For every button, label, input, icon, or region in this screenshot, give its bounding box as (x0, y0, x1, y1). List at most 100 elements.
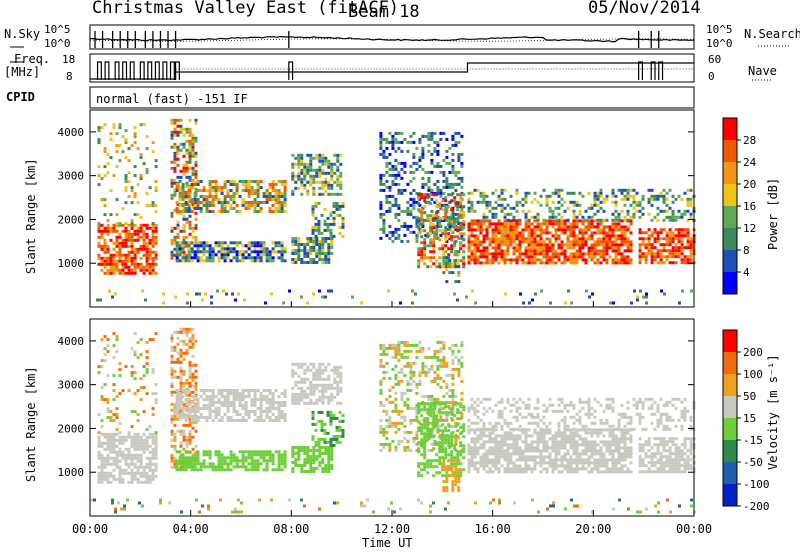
cell (432, 411, 436, 415)
cell (154, 453, 158, 457)
cell (503, 231, 507, 235)
cell (259, 404, 263, 407)
cell (148, 271, 152, 275)
cell (259, 247, 263, 251)
cell (391, 182, 395, 186)
cell (409, 212, 413, 216)
cell (447, 405, 451, 409)
cell (190, 459, 194, 463)
cell (596, 258, 600, 262)
cell (196, 241, 200, 245)
cell (479, 228, 483, 232)
cell (460, 215, 464, 219)
cell (178, 401, 182, 404)
cell (318, 452, 322, 455)
cell (202, 253, 206, 257)
cell (151, 259, 155, 263)
cell (256, 241, 260, 245)
cell (545, 194, 549, 198)
cell (184, 407, 188, 410)
cell (188, 381, 192, 385)
cell (106, 350, 110, 354)
cell (593, 194, 597, 198)
cell (170, 211, 174, 215)
cell (650, 218, 654, 222)
cell (394, 176, 398, 180)
cell (324, 383, 328, 387)
beam-label: Beam 18 (348, 2, 420, 22)
cell (256, 189, 260, 192)
cell (136, 389, 140, 393)
cell (205, 404, 209, 407)
cell (473, 234, 477, 238)
cell (297, 365, 301, 369)
cell (427, 397, 431, 401)
cell (656, 255, 660, 259)
cell (173, 330, 177, 334)
cell (536, 222, 540, 226)
cell (406, 406, 410, 410)
cell (109, 462, 113, 466)
cell (199, 462, 203, 466)
cell (309, 159, 313, 163)
cell (202, 389, 206, 392)
cell (647, 252, 651, 256)
cell (620, 188, 624, 192)
cell (127, 453, 131, 457)
cell (226, 250, 230, 254)
cell (314, 422, 318, 426)
cell (527, 261, 531, 265)
cell (593, 225, 597, 229)
cell (291, 446, 295, 449)
cell (154, 465, 158, 469)
cell (385, 442, 389, 446)
cell (485, 228, 489, 232)
cell (436, 179, 440, 183)
cell (124, 222, 128, 226)
cell (578, 252, 582, 256)
cell (321, 246, 325, 249)
cell (491, 261, 495, 265)
cell (247, 392, 251, 395)
cell (185, 348, 189, 352)
cell (524, 246, 528, 250)
cell (188, 196, 192, 200)
cell (638, 203, 642, 207)
cell (379, 388, 383, 392)
cell (448, 346, 452, 350)
cell (318, 289, 321, 293)
ytick-label-2000: 2000 (58, 213, 85, 226)
cell (185, 184, 189, 188)
cell (124, 156, 128, 160)
cell (382, 227, 386, 231)
cell (430, 131, 434, 135)
cell (327, 362, 331, 366)
cell (533, 191, 537, 195)
cell (548, 243, 552, 247)
cell (614, 194, 618, 198)
cell (139, 377, 143, 381)
cell (445, 280, 449, 284)
cell (638, 237, 642, 241)
cell (130, 271, 134, 275)
cell (470, 209, 474, 213)
cell (427, 176, 431, 180)
cell (423, 229, 427, 233)
cell (112, 356, 116, 360)
cell (512, 231, 516, 235)
cell (324, 386, 328, 390)
cell (253, 413, 257, 416)
cell (674, 246, 678, 250)
cell (515, 249, 519, 253)
cell (109, 271, 113, 275)
cell (193, 192, 197, 195)
cell (142, 271, 146, 275)
cell (294, 458, 298, 461)
cell (297, 401, 301, 405)
cell (581, 215, 585, 219)
cell (482, 212, 486, 216)
cell (332, 234, 336, 238)
cell (406, 439, 410, 443)
cell (259, 180, 263, 183)
cell (106, 474, 110, 478)
